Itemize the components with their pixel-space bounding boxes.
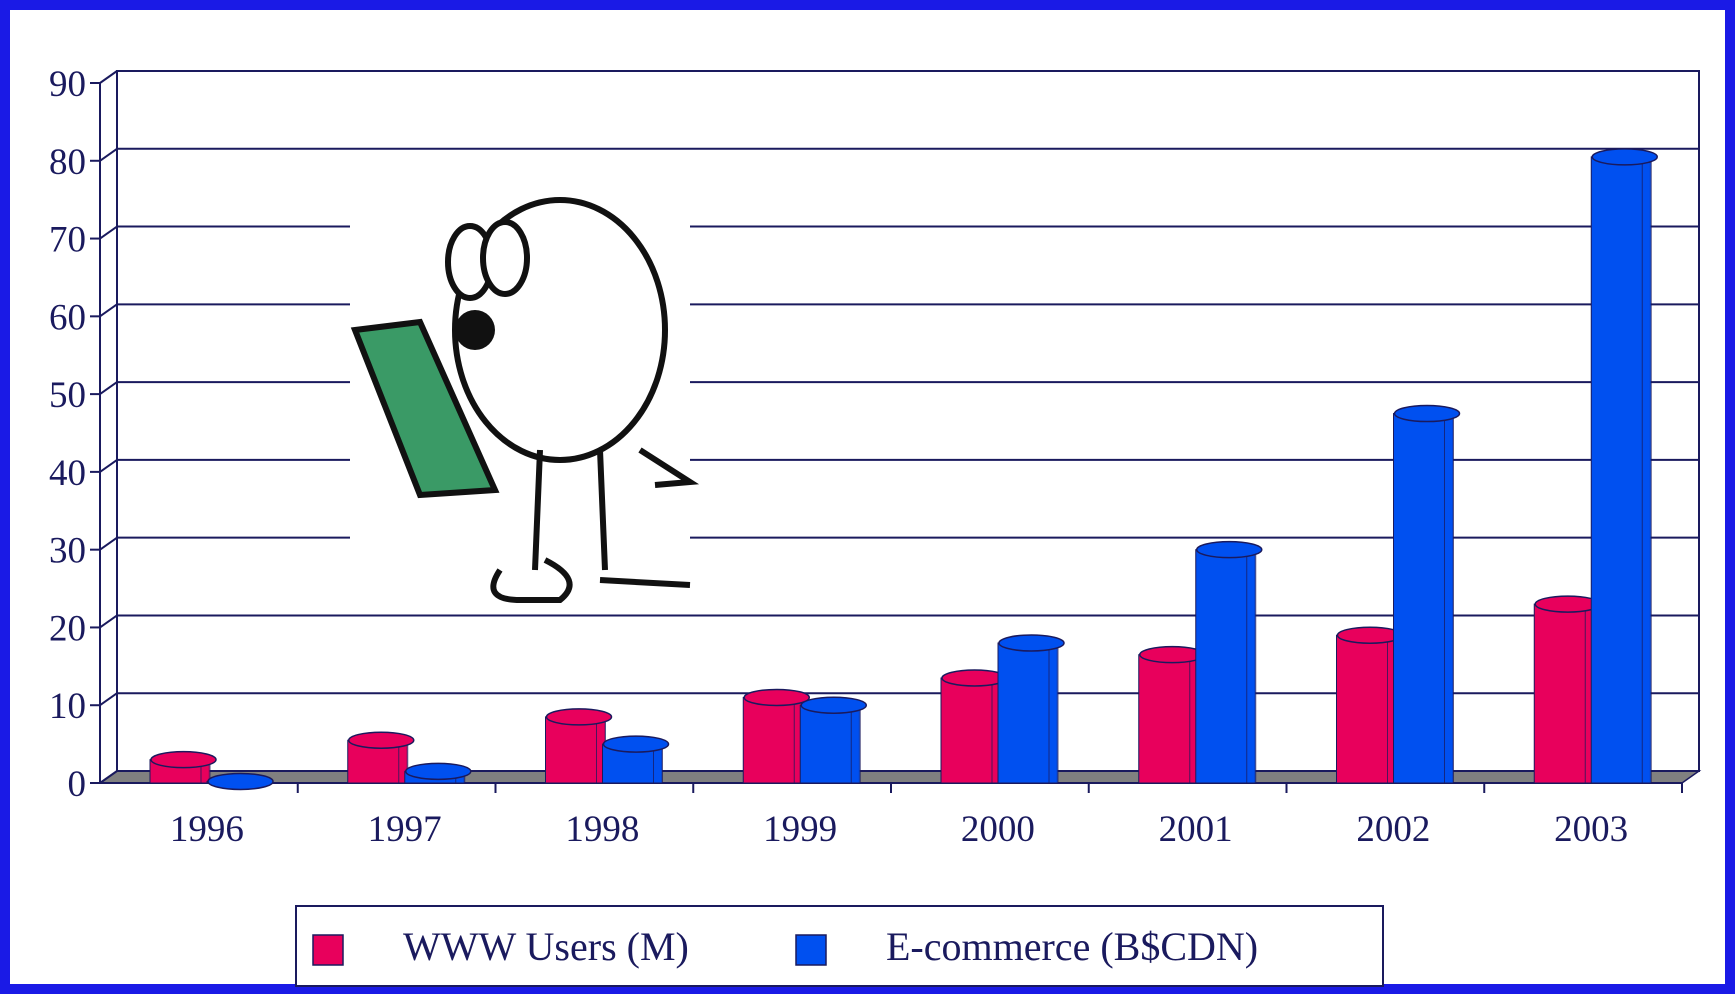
- bar: [800, 705, 859, 783]
- legend-swatch: [796, 935, 826, 965]
- x-tick-label: 1999: [763, 809, 837, 850]
- x-tick-label: 2002: [1356, 809, 1430, 850]
- bar-side: [1247, 546, 1256, 783]
- bar-side: [851, 701, 860, 783]
- bar-cap: [208, 773, 273, 789]
- x-tick-label: 1996: [170, 809, 244, 850]
- bar-cap: [349, 732, 414, 748]
- page: {"chart_data": {"type": "bar", "categori…: [0, 0, 1735, 994]
- bar-cap: [1592, 149, 1657, 165]
- bar-cap: [547, 709, 612, 725]
- y-tick-label: 50: [49, 375, 86, 416]
- bar: [998, 643, 1057, 783]
- y-tick-label: 70: [49, 220, 86, 261]
- floor: [100, 771, 1699, 783]
- bar-cap: [406, 763, 471, 779]
- bar: [1534, 604, 1593, 783]
- bar: [1196, 550, 1255, 783]
- y-tick-label: 30: [49, 531, 86, 572]
- bar: [1394, 414, 1453, 783]
- x-tick-label: 2001: [1159, 809, 1233, 850]
- x-tick-label: 1997: [368, 809, 442, 850]
- bar-cap: [942, 670, 1007, 686]
- clipart-pupil: [455, 310, 495, 350]
- clipart-eye: [483, 222, 527, 294]
- bar: [1139, 655, 1198, 783]
- bar-cap: [744, 689, 809, 705]
- y-tick-label: 10: [49, 686, 86, 727]
- bar-cap: [1395, 406, 1460, 422]
- x-tick-label: 2003: [1554, 809, 1628, 850]
- x-tick-label: 2000: [961, 809, 1035, 850]
- bar-side: [1445, 410, 1454, 783]
- bar-cap: [1338, 627, 1403, 643]
- bar: [1591, 157, 1650, 783]
- chart: 0 10 20 30 40 50 60 70 80 90 1996 1997 1998 1999 2000 2…: [0, 0, 1735, 994]
- bar-cap: [1197, 542, 1262, 558]
- legend-label: E-commerce (B$CDN): [886, 924, 1258, 969]
- bar: [743, 697, 802, 783]
- y-tick-label: 60: [49, 297, 86, 338]
- bar-cap: [151, 752, 216, 768]
- bar-cap: [1535, 596, 1600, 612]
- legend-label: WWW Users (M): [403, 924, 689, 969]
- clipart: [350, 195, 690, 610]
- bar-cap: [604, 736, 669, 752]
- bar-cap: [999, 635, 1064, 651]
- bar-cap: [801, 697, 866, 713]
- y-tick-label: 40: [49, 453, 86, 494]
- bar-side: [1642, 153, 1651, 783]
- bar-side: [1049, 639, 1058, 783]
- y-tick-label: 80: [49, 142, 86, 183]
- bar: [546, 717, 605, 783]
- bar: [1337, 635, 1396, 783]
- y-tick-label: 20: [49, 608, 86, 649]
- bar-cap: [1140, 647, 1205, 663]
- legend-swatch: [313, 935, 343, 965]
- y-tick-label: 90: [49, 64, 86, 105]
- y-tick-label: 0: [68, 764, 87, 805]
- x-tick-label: 1998: [565, 809, 639, 850]
- bar: [941, 678, 1000, 783]
